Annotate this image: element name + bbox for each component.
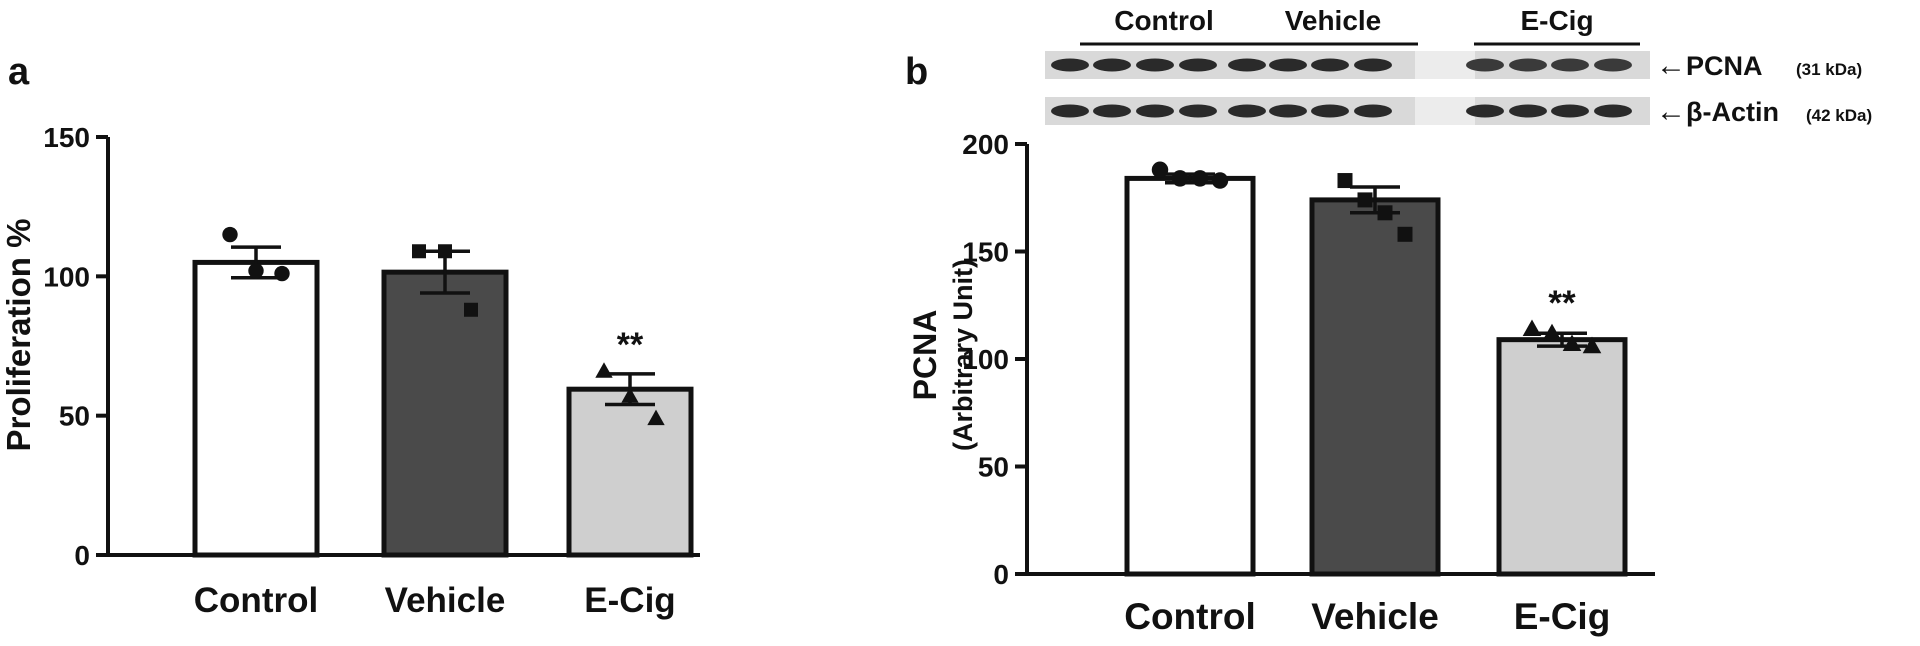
blot-band	[1136, 104, 1174, 118]
data-point	[412, 244, 426, 259]
x-tick-label: Vehicle	[385, 581, 506, 620]
panel-b-ylabel: PCNA	[907, 310, 943, 401]
blot-band	[1509, 58, 1547, 72]
blot-band	[1551, 104, 1589, 118]
panel-b-ylabel-sub: (Arbitrary Unit)	[948, 259, 978, 451]
data-point	[1542, 323, 1562, 341]
blot-band	[1228, 58, 1266, 72]
data-point	[595, 362, 613, 378]
data-point	[222, 226, 238, 243]
blot-row-label: PCNA	[1686, 51, 1763, 81]
blot-arrow: ←	[1656, 95, 1686, 128]
x-tick-label: Vehicle	[1311, 596, 1439, 637]
data-point	[464, 302, 478, 317]
panel-b-chart: 0 50 100 150 200 Control Vehicle E-Cig **	[962, 129, 1655, 637]
blot-band	[1179, 58, 1217, 72]
blot-arrow: ←	[1656, 49, 1686, 82]
data-point	[1211, 172, 1229, 189]
panel-a-label: a	[8, 51, 30, 93]
bar-ecig	[566, 386, 694, 558]
blot-band	[1093, 58, 1131, 72]
blot-band	[1269, 58, 1307, 72]
bar-control	[192, 259, 320, 558]
data-point	[274, 265, 290, 282]
data-point	[621, 387, 639, 403]
significance-marker: **	[1548, 284, 1576, 323]
y-tick-label: 50	[978, 452, 1009, 483]
blot-band	[1269, 104, 1307, 118]
blot-band	[1093, 104, 1131, 118]
y-tick-label: 0	[993, 559, 1009, 590]
blot-band	[1466, 104, 1504, 118]
data-point	[1337, 173, 1353, 189]
blot-band	[1466, 58, 1504, 72]
data-point	[1171, 170, 1189, 187]
data-point	[1562, 334, 1582, 352]
western-blot: Control Vehicle E-Cig ← PCNA (31 kDa) ← β-Actin…	[1045, 5, 1872, 128]
blot-band	[1179, 104, 1217, 118]
blot-band	[1509, 104, 1547, 118]
data-point	[1397, 226, 1413, 242]
blot-band	[1354, 58, 1392, 72]
data-point	[647, 409, 665, 426]
bar-control	[1124, 175, 1256, 577]
data-point	[1582, 336, 1602, 354]
blot-band	[1594, 104, 1632, 118]
panel-a-chart: 0 50 100 150 Control Vehicle E-Cig **	[43, 122, 700, 620]
y-tick-label: 200	[962, 129, 1009, 160]
blot-band	[1136, 58, 1174, 72]
y-tick-label: 50	[59, 401, 90, 432]
panel-b-label: b	[905, 51, 928, 93]
blot-group-label: Vehicle	[1285, 5, 1382, 36]
data-point	[1151, 161, 1169, 179]
x-tick-label: Control	[1124, 596, 1256, 637]
y-tick-label: 0	[74, 540, 90, 571]
blot-group-label: E-Cig	[1520, 5, 1593, 36]
blot-band	[1551, 58, 1589, 72]
x-tick-label: Control	[194, 581, 318, 620]
blot-band	[1311, 58, 1349, 72]
blot-band	[1051, 104, 1089, 118]
data-point	[1191, 170, 1209, 187]
blot-row-size: (42 kDa)	[1806, 106, 1872, 125]
y-tick-label: 150	[962, 237, 1009, 268]
blot-band	[1228, 104, 1266, 118]
blot-gap	[1415, 51, 1475, 79]
y-tick-label: 100	[43, 261, 90, 292]
data-point	[438, 244, 452, 259]
blot-band	[1311, 104, 1349, 118]
significance-marker: **	[617, 326, 644, 364]
bar-vehicle	[1309, 197, 1441, 577]
data-point	[248, 263, 264, 279]
y-tick-label: 150	[43, 122, 90, 153]
panel-a-ylabel: Proliferation %	[0, 219, 37, 452]
y-tick-label: 100	[962, 344, 1009, 375]
data-point	[1357, 192, 1373, 208]
data-point	[1377, 205, 1393, 221]
bar-ecig	[1496, 337, 1628, 577]
bar-vehicle	[381, 269, 509, 558]
blot-band	[1051, 58, 1089, 72]
x-tick-label: E-Cig	[1514, 596, 1611, 637]
blot-band	[1594, 58, 1632, 72]
blot-group-label: Control	[1114, 5, 1214, 36]
data-point	[1522, 319, 1542, 336]
x-tick-label: E-Cig	[584, 581, 675, 620]
blot-row-size: (31 kDa)	[1796, 60, 1862, 79]
blot-band	[1354, 104, 1392, 118]
blot-row-label: β-Actin	[1686, 97, 1779, 127]
blot-gap	[1415, 97, 1475, 125]
